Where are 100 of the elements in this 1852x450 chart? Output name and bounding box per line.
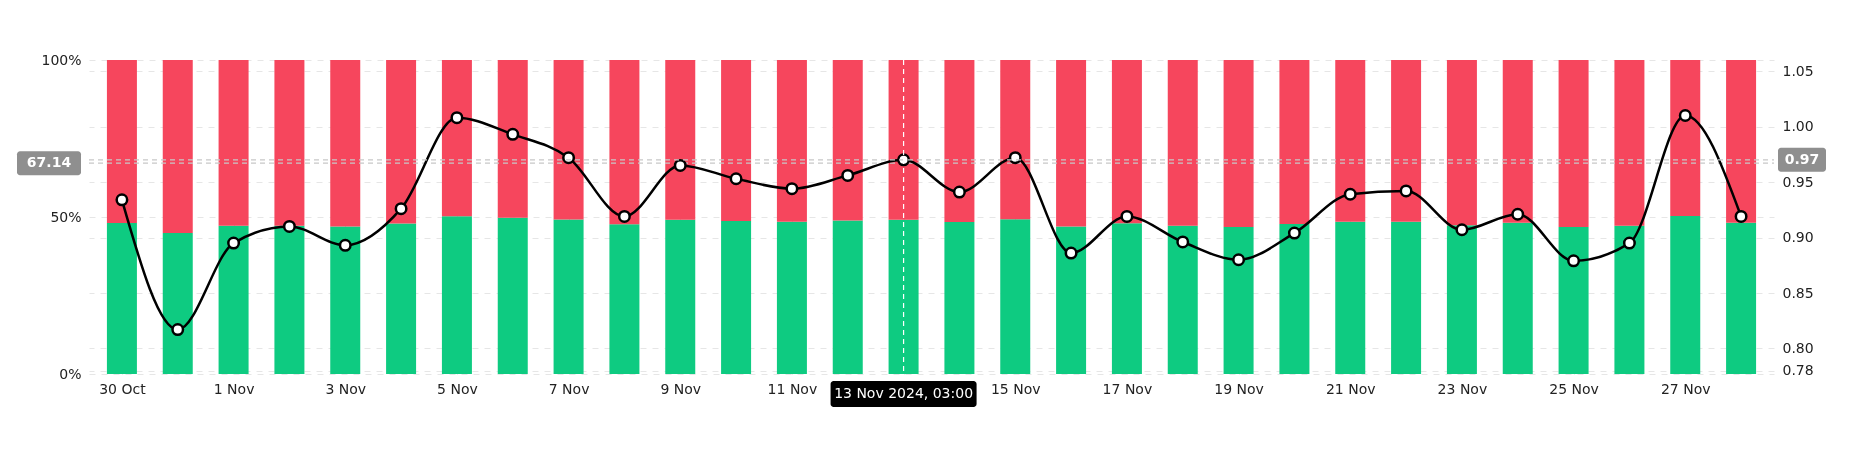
bar (1446, 225, 1477, 374)
point (115, 193, 129, 207)
x-tick-label: 3 Nov (325, 380, 367, 397)
point (506, 127, 520, 141)
point (1511, 207, 1525, 221)
point (394, 202, 408, 216)
point (673, 158, 687, 172)
bar (553, 60, 584, 220)
bar (1223, 60, 1254, 228)
x-tick-label: 30 Oct (99, 380, 147, 397)
y2-tick-label: 1.05 (1782, 62, 1814, 79)
bar (1111, 223, 1142, 374)
point (1287, 226, 1301, 240)
bar (441, 60, 472, 217)
point (1622, 236, 1636, 250)
bar (944, 60, 975, 223)
bar (386, 223, 417, 374)
point (617, 209, 631, 223)
bar (274, 225, 305, 374)
bar (721, 60, 752, 222)
bar (1558, 60, 1589, 228)
y2-tick-label: 1.00 (1782, 118, 1814, 135)
bar (106, 60, 137, 223)
x-tick-label: 21 Nov (1325, 380, 1376, 397)
point (338, 238, 352, 252)
point (1232, 253, 1246, 267)
bar (218, 225, 249, 374)
bar (1558, 227, 1589, 374)
bar (1056, 60, 1087, 227)
y2-tick-label: 0.95 (1782, 173, 1814, 190)
bar (944, 222, 975, 374)
y2-tick-label: 0.90 (1782, 229, 1814, 246)
point (1120, 209, 1134, 223)
bar (1335, 60, 1366, 222)
y2-tick-label: 0.85 (1782, 284, 1814, 301)
ref-line-label: 67.14 (26, 154, 72, 171)
bar (1502, 222, 1533, 374)
point (785, 182, 799, 196)
bar (497, 60, 528, 218)
x-tick-label: 1 Nov (213, 380, 255, 397)
bar (1446, 60, 1477, 226)
bar (1279, 223, 1310, 374)
bar (1502, 60, 1533, 223)
y-tick-label: 100% (41, 51, 82, 68)
bar (1670, 216, 1701, 374)
ref-line-label: 13 Nov 2024, 03:00 (834, 385, 974, 401)
bar (330, 60, 361, 227)
bar (553, 219, 584, 374)
bar (106, 222, 137, 374)
bar (386, 60, 417, 224)
bar (609, 60, 640, 225)
bar (888, 60, 919, 220)
bar (1056, 226, 1087, 374)
point (1455, 223, 1469, 237)
bar (1391, 221, 1422, 374)
bar (1000, 219, 1031, 374)
bar (330, 226, 361, 374)
bar (609, 224, 640, 374)
bar (218, 60, 249, 226)
point (450, 111, 464, 125)
bar (776, 221, 807, 374)
point (1064, 246, 1078, 260)
bar (1167, 225, 1198, 374)
bar (665, 60, 696, 220)
x-tick-label: 7 Nov (548, 380, 590, 397)
x-tick-label: 15 Nov (990, 380, 1041, 397)
bar (1670, 60, 1701, 217)
bar (274, 60, 305, 226)
y-tick-label: 50% (50, 208, 82, 225)
point (1567, 254, 1581, 268)
bar (1391, 60, 1422, 222)
bar (1279, 60, 1310, 224)
point (1399, 184, 1413, 198)
point (282, 219, 296, 233)
bar (441, 216, 472, 374)
bar (1167, 60, 1198, 226)
bar (1614, 60, 1645, 226)
bar (1111, 60, 1142, 224)
x-tick-label: 25 Nov (1549, 380, 1599, 397)
y-tick-label: 0% (59, 365, 82, 382)
bar (1614, 225, 1645, 374)
x-tick-label: 19 Nov (1214, 380, 1264, 397)
y2-tick-label: 0.80 (1782, 339, 1814, 356)
ref-line-label: 0.97 (1784, 150, 1820, 167)
bar (1335, 221, 1366, 374)
point (1176, 235, 1190, 249)
point (729, 172, 743, 186)
bar (665, 219, 696, 374)
x-tick-label: 17 Nov (1102, 380, 1153, 397)
point (171, 323, 185, 337)
x-tick-label: 11 Nov (767, 380, 818, 397)
point (841, 168, 855, 182)
bar (162, 60, 193, 234)
bar (721, 221, 752, 374)
bar (832, 220, 863, 374)
bar (497, 217, 528, 374)
bar (1000, 60, 1031, 220)
bar (832, 60, 863, 221)
point (1678, 108, 1692, 122)
x-tick-label: 9 Nov (660, 380, 702, 397)
